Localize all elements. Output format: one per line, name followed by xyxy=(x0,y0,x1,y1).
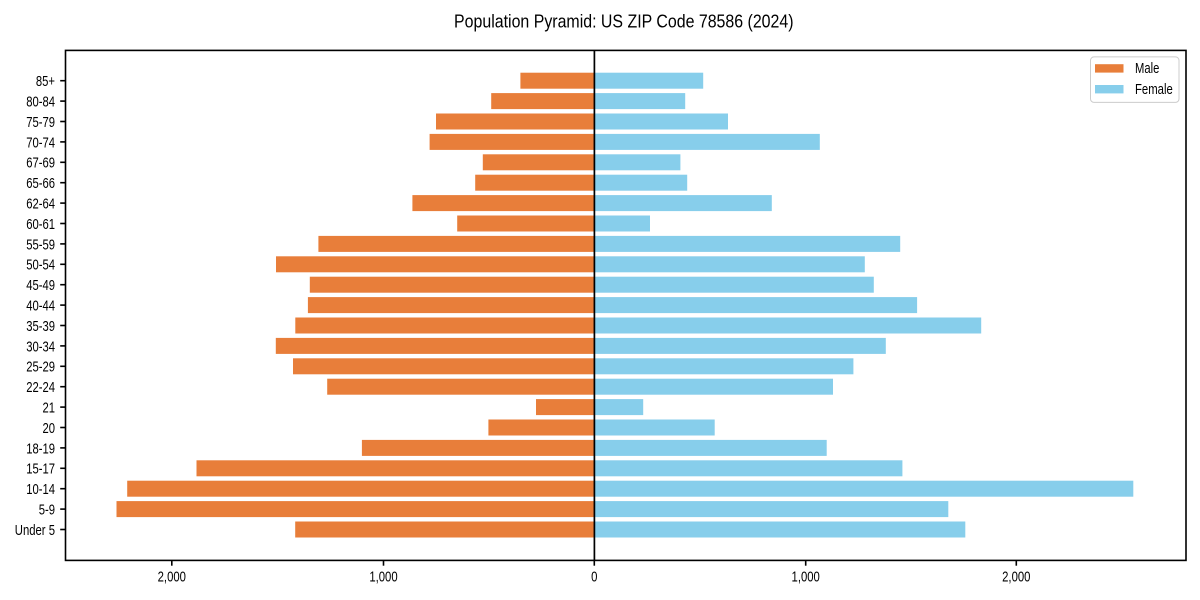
svg-text:21: 21 xyxy=(43,400,56,417)
svg-text:62-64: 62-64 xyxy=(26,196,55,213)
svg-text:Female: Female xyxy=(1135,81,1173,98)
svg-text:80-84: 80-84 xyxy=(26,94,55,111)
svg-text:55-59: 55-59 xyxy=(26,236,55,253)
svg-text:15-17: 15-17 xyxy=(26,461,55,478)
svg-text:25-29: 25-29 xyxy=(26,359,55,376)
svg-text:65-66: 65-66 xyxy=(26,175,55,192)
svg-text:Male: Male xyxy=(1135,60,1159,77)
svg-text:10-14: 10-14 xyxy=(26,481,55,498)
svg-text:Under 5: Under 5 xyxy=(15,522,55,539)
svg-text:30-34: 30-34 xyxy=(26,338,55,355)
svg-text:20: 20 xyxy=(43,420,56,437)
svg-text:2,000: 2,000 xyxy=(1002,569,1030,586)
svg-text:0: 0 xyxy=(591,569,597,586)
svg-text:1,000: 1,000 xyxy=(792,569,820,586)
svg-text:5-9: 5-9 xyxy=(39,502,55,519)
svg-text:60-61: 60-61 xyxy=(26,216,55,233)
svg-text:1,000: 1,000 xyxy=(369,569,397,586)
svg-text:75-79: 75-79 xyxy=(26,114,55,131)
svg-text:40-44: 40-44 xyxy=(26,298,55,315)
svg-text:85+: 85+ xyxy=(36,73,55,90)
svg-text:70-74: 70-74 xyxy=(26,134,55,151)
svg-text:45-49: 45-49 xyxy=(26,277,55,294)
svg-text:2,000: 2,000 xyxy=(158,569,186,586)
svg-text:22-24: 22-24 xyxy=(26,379,55,396)
svg-text:67-69: 67-69 xyxy=(26,155,55,172)
svg-text:Population Pyramid: US ZIP Cod: Population Pyramid: US ZIP Code 78586 (2… xyxy=(454,12,794,32)
svg-text:50-54: 50-54 xyxy=(26,257,55,274)
svg-text:18-19: 18-19 xyxy=(26,440,55,457)
svg-text:35-39: 35-39 xyxy=(26,318,55,335)
